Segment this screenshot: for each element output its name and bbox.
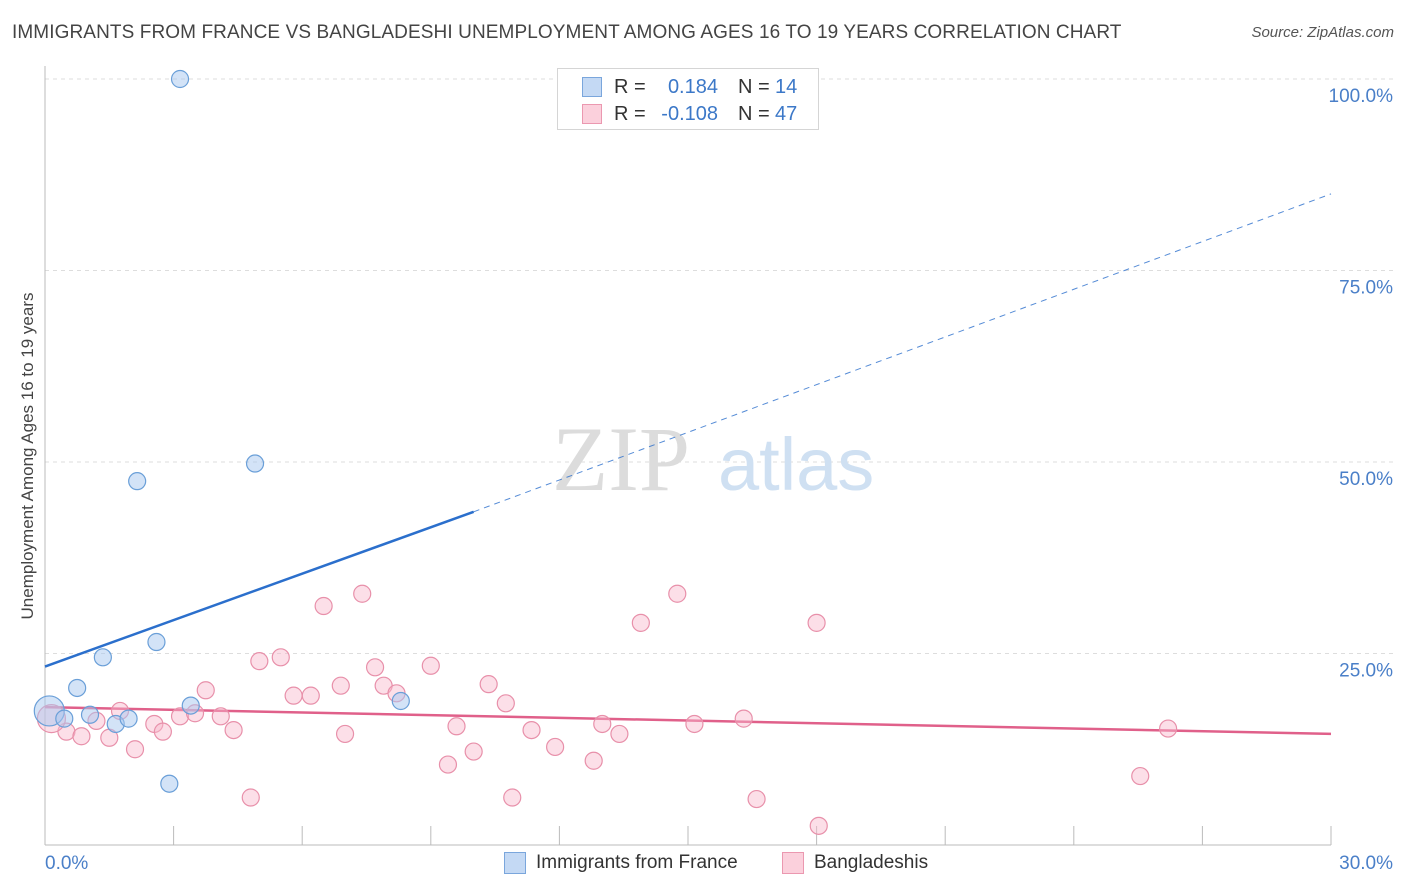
bangladesh-point (335, 724, 355, 744)
legend-label-bangladesh: Bangladeshis (814, 852, 929, 873)
france-trend-extension (473, 193, 1332, 513)
france-point (391, 691, 410, 711)
bangladesh-point (631, 613, 650, 632)
bangladesh-point (522, 720, 541, 740)
bangladesh-point (153, 722, 172, 741)
bangladesh-trend-line (44, 705, 1332, 736)
bangladesh-point (546, 737, 565, 757)
bangladesh-point (1131, 766, 1150, 786)
watermark-zip: ZIP (552, 408, 690, 510)
y-tick-label: 75.0% (1339, 278, 1393, 299)
bangladesh-point (496, 694, 515, 713)
bangladesh-point (438, 755, 458, 774)
france-point (80, 705, 100, 724)
france-point (181, 696, 200, 715)
bangladesh-point (365, 658, 385, 677)
watermark: ZIP atlas (552, 408, 874, 510)
chart-title: IMMIGRANTS FROM FRANCE VS BANGLADESHI UN… (12, 22, 1122, 43)
france-point (93, 648, 112, 667)
y-tick-label: 25.0% (1339, 661, 1393, 682)
bangladesh-point (284, 686, 303, 705)
bangladesh-point (211, 707, 230, 726)
series-legend: Immigrants from France Bangladeshis (0, 852, 1406, 878)
legend-n-value: 14 (775, 75, 798, 98)
france-point (147, 632, 166, 652)
bangladesh-point (668, 584, 687, 603)
france-point (245, 454, 265, 473)
watermark-atlas: atlas (718, 423, 874, 506)
data-points (33, 69, 1178, 835)
france-point (170, 69, 190, 89)
france-point (68, 678, 87, 698)
bangladesh-point (250, 652, 269, 671)
bangladesh-point (447, 717, 466, 736)
france-swatch (582, 77, 602, 97)
france-legend-swatch (504, 852, 526, 874)
legend-r-value: -0.108 (661, 102, 718, 125)
france-point (55, 709, 74, 728)
bangladesh-point (685, 714, 704, 734)
grid-lines (45, 78, 1393, 654)
bangladesh-point (593, 714, 612, 734)
tick-labels: 25.0% 50.0% 75.0% 100.0% 0.0% 30.0% (45, 86, 1393, 874)
bangladesh-point (464, 742, 483, 761)
bangladesh-point (314, 596, 333, 616)
bangladesh-point (224, 720, 243, 740)
france-point (119, 709, 138, 728)
y-tick-label: 100.0% (1329, 86, 1394, 107)
legend-item-france[interactable]: Immigrants from France (504, 852, 738, 874)
correlation-legend: R = 0.184 N = 14 R = -0.108 N = 47 (557, 68, 819, 130)
bangladesh-point (479, 675, 498, 694)
legend-n-value: 47 (775, 102, 798, 125)
bangladesh-point (241, 788, 260, 807)
bangladesh-point (610, 724, 629, 744)
bangladesh-point (72, 727, 91, 746)
trend-lines (44, 193, 1332, 736)
legend-r-label: R = (614, 102, 646, 125)
legend-n-label: N = (738, 102, 770, 125)
legend-row-bangladesh: R = -0.108 N = 47 (582, 102, 797, 126)
bangladesh-point (331, 676, 350, 695)
bangladesh-point (584, 751, 603, 770)
france-point (128, 472, 147, 491)
bangladesh-point (1159, 719, 1178, 738)
bangladesh-point (503, 788, 522, 807)
legend-r-value: 0.184 (667, 75, 718, 98)
legend-row-france: R = 0.184 N = 14 (582, 75, 797, 99)
bangladesh-point (271, 648, 290, 667)
france-point (160, 774, 179, 793)
x-tick-label: 0.0% (45, 853, 88, 874)
bangladesh-point (807, 613, 826, 632)
bangladesh-point (125, 740, 145, 759)
bangladesh-point (734, 709, 753, 728)
bangladesh-point (747, 789, 766, 809)
france-trend-line (44, 510, 475, 668)
y-tick-label: 50.0% (1339, 469, 1393, 490)
legend-label-france: Immigrants from France (536, 852, 738, 873)
bangladesh-legend-swatch (782, 852, 804, 874)
bangladesh-point (809, 816, 828, 835)
bangladesh-point (301, 686, 320, 705)
bangladesh-swatch (582, 104, 602, 124)
legend-r-label: R = (614, 75, 646, 98)
legend-item-bangladesh[interactable]: Bangladeshis (782, 852, 928, 874)
bangladesh-point (170, 707, 190, 726)
x-tick-label: 30.0% (1339, 853, 1393, 874)
legend-n-label: N = (738, 75, 770, 98)
source-label: Source: ZipAtlas.com (1251, 24, 1394, 41)
bangladesh-point (421, 656, 440, 675)
bangladesh-point (353, 584, 372, 603)
y-axis-label: Unemployment Among Ages 16 to 19 years (18, 292, 37, 620)
bangladesh-point (196, 681, 215, 700)
